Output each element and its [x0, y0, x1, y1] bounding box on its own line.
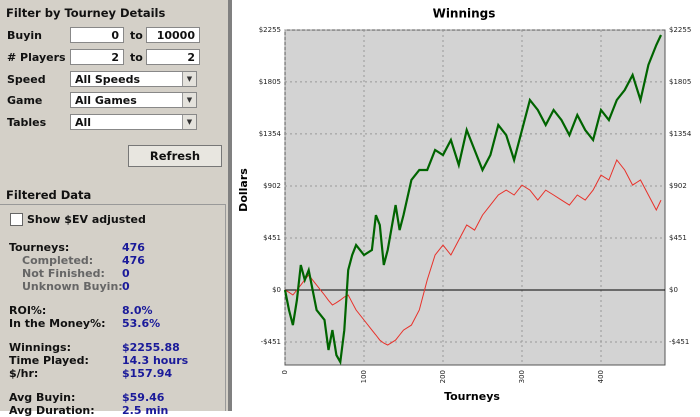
refresh-button[interactable]: Refresh: [128, 145, 222, 167]
x-tick-label: 100: [360, 370, 368, 383]
filtered-title: Filtered Data: [6, 188, 92, 202]
players-max[interactable]: 2: [146, 49, 200, 65]
checkbox-label: Show $EV adjusted: [27, 213, 146, 226]
stat-label: Avg Buyin:: [9, 391, 76, 404]
y-tick-label: -$451: [669, 338, 689, 346]
stat-label: Winnings:: [9, 341, 71, 354]
stat-value: 0: [122, 267, 130, 280]
y-tick-label: $0: [272, 286, 281, 294]
plot-area: [284, 29, 666, 366]
buyin-label: Buyin: [7, 29, 42, 42]
stat-label: Completed:: [22, 254, 94, 267]
to-label: to: [130, 29, 143, 42]
y-tick-label: $1805: [259, 78, 281, 86]
dropdown-arrow[interactable]: ▼: [182, 72, 196, 86]
filter-title: Filter by Tourney Details: [6, 6, 166, 20]
stat-value: $157.94: [122, 367, 173, 380]
to-label: to: [130, 51, 143, 64]
players-min[interactable]: 2: [70, 49, 124, 65]
stat-value: 476: [122, 241, 145, 254]
stat-label: ROI%:: [9, 304, 47, 317]
stat-label: Tourneys:: [9, 241, 70, 254]
stat-value: 8.0%: [122, 304, 153, 317]
tables-label: Tables: [7, 116, 47, 129]
dropdown-arrow[interactable]: ▼: [182, 93, 196, 107]
tables-dropdown[interactable]: All ▼: [70, 114, 197, 130]
separator: [228, 0, 232, 411]
stat-value: 53.6%: [122, 317, 161, 330]
game-value: All Games: [75, 94, 137, 107]
game-dropdown[interactable]: All Games ▼: [70, 92, 197, 108]
checkbox[interactable]: [10, 213, 23, 226]
y-tick-label: $451: [669, 234, 687, 242]
stat-label: Time Played:: [9, 354, 89, 367]
y-tick-label: $0: [669, 286, 678, 294]
y-tick-label: $1805: [669, 78, 691, 86]
series-line: [284, 159, 662, 346]
stat-label: $/hr:: [9, 367, 39, 380]
dropdown-arrow[interactable]: ▼: [182, 115, 196, 129]
y-axis-label: Dollars: [237, 168, 250, 212]
stat-label: Not Finished:: [22, 267, 105, 280]
y-tick-label: $1354: [669, 130, 692, 138]
speed-label: Speed: [7, 73, 46, 86]
x-tick-label: 300: [518, 370, 526, 383]
stat-label: In the Money%:: [9, 317, 106, 330]
y-tick-label: $2255: [259, 26, 281, 34]
speed-value: All Speeds: [75, 73, 141, 86]
x-tick-label: 0: [281, 370, 289, 374]
stat-value: 14.3 hours: [122, 354, 189, 367]
buyin-min[interactable]: 0: [70, 27, 124, 43]
players-label: # Players: [7, 51, 66, 64]
x-axis-label: Tourneys: [444, 390, 500, 403]
x-tick-label: 400: [597, 370, 605, 383]
speed-dropdown[interactable]: All Speeds ▼: [70, 71, 197, 87]
x-tick-label: 200: [439, 370, 447, 383]
stat-value: 476: [122, 254, 145, 267]
y-tick-label: $1354: [259, 130, 282, 138]
y-tick-label: $902: [669, 182, 687, 190]
y-tick-label: $2255: [669, 26, 691, 34]
game-label: Game: [7, 94, 43, 107]
y-tick-label: $902: [263, 182, 281, 190]
y-tick-label: -$451: [261, 338, 281, 346]
stat-value: $2255.88: [122, 341, 180, 354]
buyin-max[interactable]: 10000: [146, 27, 200, 43]
chart: Winnings Dollars Tourneys -$451 -$451 $0 $0 $45…: [237, 7, 692, 404]
stat-value: $59.46: [122, 391, 165, 404]
stat-value: 0: [122, 280, 130, 293]
filter-panel: Filter by Tourney Details Buyin 0 to 100…: [0, 0, 228, 417]
series-line: [283, 34, 662, 366]
stat-label: Unknown Buyin:: [22, 280, 123, 293]
y-tick-label: $451: [263, 234, 281, 242]
stats-panel: Show $EV adjusted Tourneys: 476 Completed:…: [0, 204, 226, 417]
chart-title: Winnings: [433, 7, 496, 21]
tables-value: All: [75, 116, 92, 129]
